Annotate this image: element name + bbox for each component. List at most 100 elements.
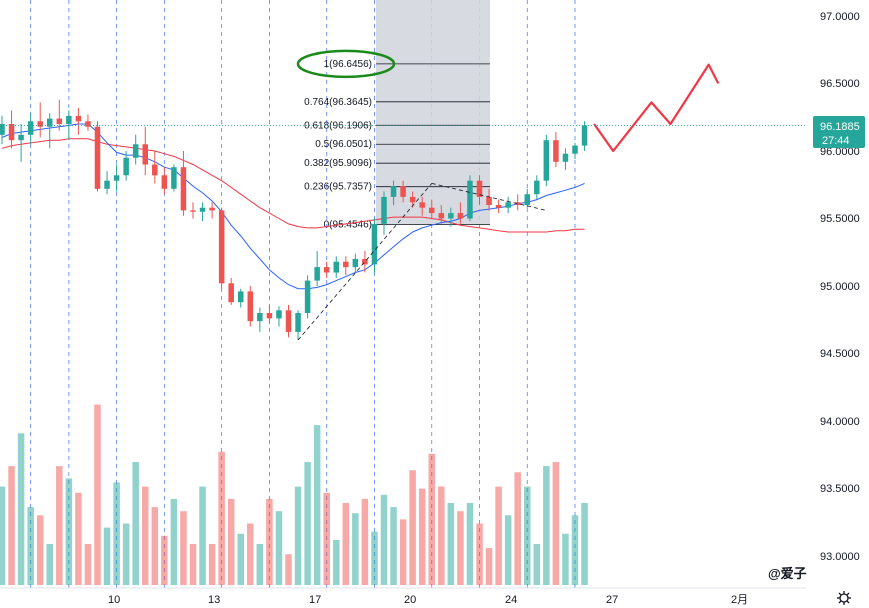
volume-bar (352, 513, 359, 585)
date-tick-label: 2月 (731, 594, 748, 606)
watermark-text: @爱子 (768, 566, 807, 581)
fib-level-label: 0.764(96.3645) (304, 97, 372, 108)
author-watermark: @爱子 (768, 566, 807, 581)
candle-body (390, 186, 397, 197)
price-tick-label: 97.0000 (820, 11, 860, 23)
volume-bar (562, 533, 569, 585)
last-price-badge: 96.1885 27:44 (813, 116, 865, 148)
volume-bar (113, 482, 120, 585)
candle-body (505, 202, 511, 208)
gear-icon[interactable] (837, 591, 851, 605)
candle-body (209, 207, 215, 211)
volume-bar (514, 472, 521, 585)
highlight-circle (296, 49, 396, 79)
candle-body (8, 124, 15, 141)
price-axis[interactable]: 97.0000 96.5000 96.0000 95.5000 95.0000 … (806, 0, 869, 588)
candle-body (562, 153, 569, 162)
candle-body (476, 180, 483, 197)
candle-body (37, 121, 43, 127)
candle-body (295, 313, 301, 332)
candle-body (534, 180, 540, 195)
candle-body (581, 125, 588, 146)
volume-bar (447, 503, 455, 585)
candle-body (343, 261, 349, 268)
volume-bar (103, 527, 111, 585)
volume-bar (256, 544, 264, 585)
volume-bar (65, 478, 73, 585)
candle-body (238, 291, 244, 303)
fib-level-label: 0.236(95.7357) (304, 182, 372, 193)
fib-level-label: 0.5(96.0501) (315, 139, 372, 150)
bar-countdown: 27:44 (822, 135, 850, 147)
volume-bar (323, 492, 330, 585)
fib-level-label: 0(95.4546) (324, 220, 372, 231)
candle-body (171, 167, 177, 189)
price-tick-label: 94.5000 (820, 348, 860, 360)
candle-body (495, 205, 502, 208)
candle-body (553, 140, 559, 162)
candle-body (266, 313, 273, 319)
volume-bar (170, 498, 178, 585)
forecast-arrow[interactable] (593, 63, 720, 153)
volume-bar (17, 433, 25, 585)
fib-level-label: 1(96.6456) (324, 59, 372, 70)
volume-bar (390, 507, 397, 585)
candle-body (352, 259, 359, 268)
date-tick-label: 24 (505, 594, 517, 606)
volume-bar (132, 462, 139, 585)
candle-body (572, 145, 578, 154)
candle-body (94, 126, 101, 189)
candle-body (381, 196, 387, 224)
candle-body (123, 157, 129, 176)
volume-bar (543, 466, 550, 585)
candle-body (543, 140, 550, 181)
candle-body (323, 267, 330, 273)
last-price-value: 96.1885 (820, 121, 860, 133)
candle-body (362, 259, 368, 265)
candle-body (199, 207, 206, 212)
candle-body (438, 213, 445, 219)
volume-bar (304, 462, 311, 585)
volume-bar (208, 544, 216, 585)
date-tick-label: 10 (108, 594, 120, 606)
volume-bar (409, 470, 416, 585)
volume-bar (466, 503, 474, 585)
candle-body (467, 180, 473, 219)
volume-bar (342, 503, 350, 585)
volume-bar (0, 486, 6, 585)
candle-body (152, 164, 158, 176)
volume-bar (333, 539, 340, 585)
candle-body (113, 175, 120, 181)
candle-body (514, 202, 521, 205)
volume-bar (180, 511, 187, 585)
volume-bar (571, 515, 579, 585)
price-tick-label: 94.0000 (820, 416, 860, 428)
candle-body (457, 213, 464, 219)
candle-body (85, 121, 91, 127)
price-tick-label: 95.5000 (820, 213, 860, 225)
candle-body (419, 202, 425, 208)
candle-body (486, 196, 492, 205)
candle-body (276, 310, 282, 319)
candle-body (247, 291, 254, 322)
volume-bar (361, 498, 369, 585)
candle-body (371, 223, 378, 265)
date-tick-label: 27 (606, 594, 618, 606)
volume-bar (151, 507, 159, 585)
volume-bar (285, 554, 292, 585)
price-tick-label: 93.5000 (820, 483, 860, 495)
date-axis[interactable]: 10 13 17 20 24 27 2月 (0, 587, 806, 606)
volume-bar (75, 492, 82, 585)
candle-body (409, 196, 416, 203)
forecast-zigzag (593, 63, 720, 153)
volume-bar (94, 404, 101, 585)
date-tick-label: 17 (309, 594, 321, 606)
fib-level-label: 0.382(95.9096) (304, 158, 372, 169)
volume-bar (199, 486, 206, 585)
trend-lines[interactable] (297, 183, 547, 341)
price-tick-label: 96.5000 (820, 78, 860, 90)
candle-body (27, 121, 34, 135)
candle-body (47, 118, 53, 127)
candle-body (448, 213, 454, 219)
